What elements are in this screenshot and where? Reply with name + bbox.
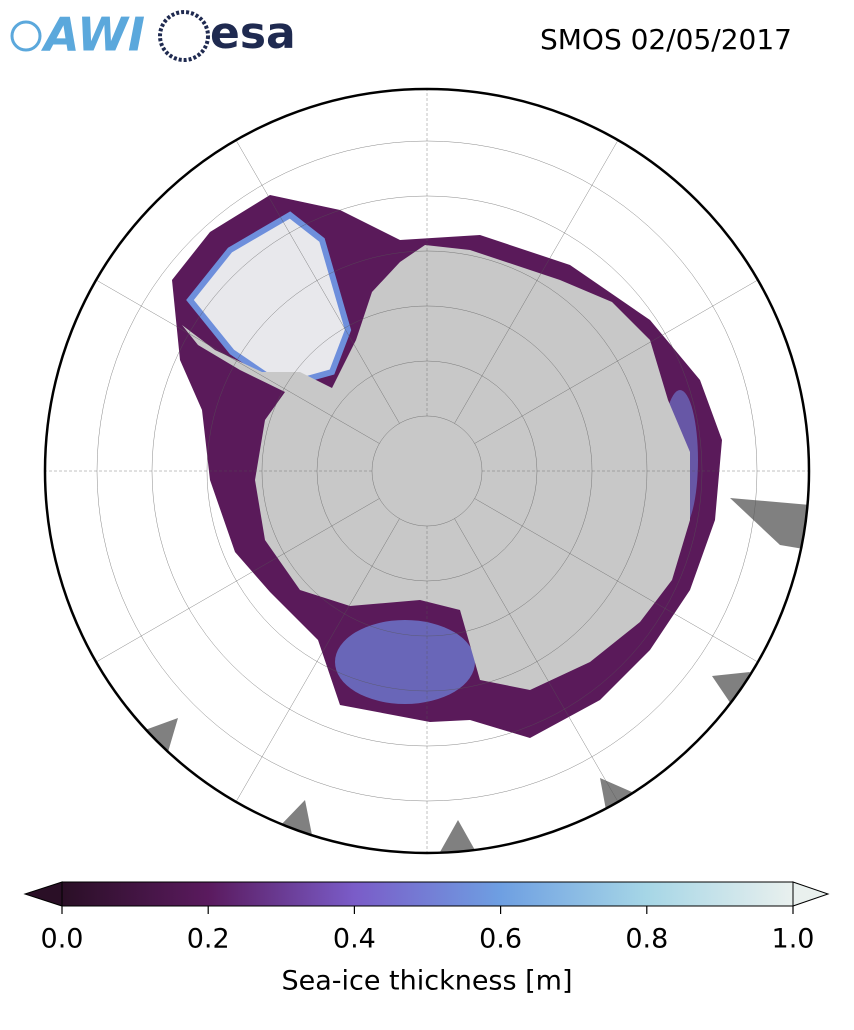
- colorbar-tick-label: 1.0: [772, 924, 815, 955]
- map-border: [43, 87, 811, 855]
- meridian: [454, 518, 619, 802]
- meridian: [235, 140, 400, 424]
- antarctica: [182, 245, 690, 690]
- meridian: [474, 498, 758, 663]
- graticule: [45, 89, 809, 853]
- colorbar-tick-label: 0.4: [333, 924, 376, 955]
- ross-ice: [335, 620, 475, 704]
- colorbar-gradient: [61, 881, 794, 907]
- meridian: [96, 498, 380, 663]
- meridian: [474, 279, 758, 444]
- colorbar-extend-high: [792, 881, 830, 907]
- colorbar: 0.0 0.2 0.4 0.6 0.8 1.0: [23, 881, 830, 955]
- colorbar-tick-label: 0.8: [625, 924, 668, 955]
- colorbar-tick-label: 0.2: [187, 924, 230, 955]
- title: SMOS 02/05/2017: [540, 23, 792, 56]
- colorbar-label: Sea-ice thickness [m]: [281, 966, 572, 997]
- map: [45, 89, 809, 853]
- weddell-thick-ice: [186, 211, 352, 390]
- esa-logo: esa: [210, 8, 296, 59]
- meridian: [235, 518, 400, 802]
- meridian: [454, 140, 619, 424]
- colorbar-extend-low: [23, 881, 63, 907]
- colorbar-tick-label: 0.6: [479, 924, 522, 955]
- esa-logo-mark: [158, 10, 210, 62]
- awi-logo-mark: [10, 20, 42, 52]
- colorbar-tick-label: 0.0: [41, 924, 84, 955]
- awi-logo: AWI: [41, 8, 145, 62]
- meridian: [96, 279, 380, 444]
